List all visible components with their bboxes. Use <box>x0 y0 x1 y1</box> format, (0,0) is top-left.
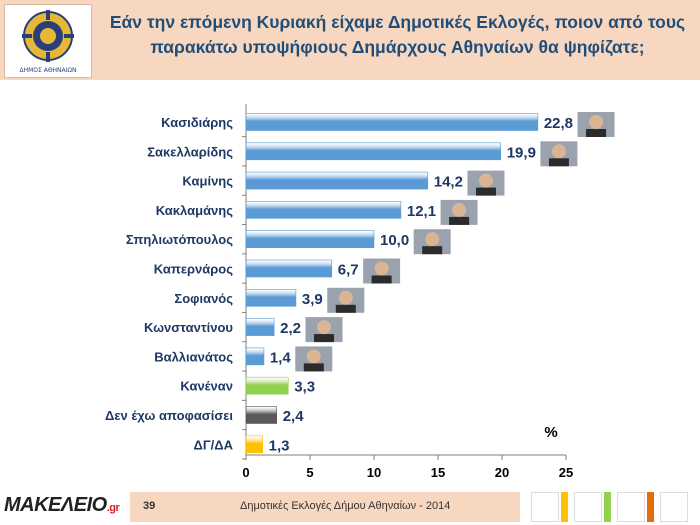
candidate-photo-shoulders <box>548 158 569 167</box>
unit-label: % <box>544 424 557 441</box>
header-band: ΔΗΜΟΣ ΑΘΗΝΑΙΩΝ Εάν την επόμενη Κυριακή ε… <box>0 0 700 80</box>
candidate-photo-face <box>306 349 321 364</box>
footer-band <box>130 492 520 522</box>
category-label: Σπηλιωτόπουλος <box>126 232 233 247</box>
chart-title: Εάν την επόμενη Κυριακή είχαμε Δημοτικές… <box>100 10 695 60</box>
municipality-seal-icon <box>22 10 74 62</box>
brand-main: MAKEΛEIO <box>4 494 107 516</box>
category-label: Καμίνης <box>182 174 233 189</box>
bar <box>245 406 278 424</box>
value-label: 1,4 <box>270 349 292 366</box>
value-label: 22,8 <box>544 115 573 132</box>
bar <box>245 259 333 278</box>
seal-mini-icon <box>531 492 559 522</box>
bar <box>245 288 297 307</box>
value-label: 2,4 <box>283 408 305 425</box>
page-number: 39 <box>143 500 156 512</box>
bar-chart: 0 5 10 15 20 25% Κασιδιάρης 22,8 Σακελλαρίδης 19,… <box>105 104 616 480</box>
category-label: Καπερνάρος <box>154 262 233 277</box>
candidate-photo-shoulders <box>335 304 356 313</box>
bar <box>245 347 265 366</box>
x-tick-label: 25 <box>559 465 573 480</box>
bar <box>245 230 375 248</box>
decor-stripe <box>604 492 611 522</box>
seal-mini-icon <box>660 492 688 522</box>
title-line-1: Εάν την επόμενη Κυριακή είχαμε Δημοτικές… <box>109 12 686 32</box>
category-label: Κακλαμάνης <box>156 203 234 218</box>
candidate-photo-shoulders <box>314 334 335 343</box>
value-label: 10,0 <box>380 232 409 249</box>
x-tick-label: 15 <box>431 465 445 480</box>
candidate-photo-face <box>317 320 332 335</box>
bar <box>245 171 429 190</box>
logo-caption: ΔΗΜΟΣ ΑΘΗΝΑΙΩΝ <box>19 67 77 74</box>
category-label: Σακελλαρίδης <box>147 144 233 159</box>
candidate-photo-face <box>452 202 467 217</box>
athens-municipality-logo: ΔΗΜΟΣ ΑΘΗΝΑΙΩΝ <box>4 4 92 78</box>
bar <box>245 318 275 336</box>
footer: MAKEΛEIO.gr 39 Δημοτικές Εκλογές Δήμου Α… <box>0 489 700 525</box>
bar <box>245 435 263 454</box>
makeleio-brand-logo: MAKEΛEIO.gr <box>4 494 120 517</box>
bar <box>245 113 539 131</box>
seal-mini-icon <box>617 492 645 522</box>
candidate-photo-face <box>478 173 493 188</box>
category-label: ΔΓ/ΔΑ <box>193 437 233 452</box>
candidate-photo-shoulders <box>422 246 443 255</box>
value-label: 19,9 <box>507 144 536 161</box>
category-label: Κανέναν <box>180 379 233 394</box>
category-label: Δεν έχω αποφασίσει <box>105 408 233 423</box>
bar <box>245 376 289 395</box>
decor-stripe <box>561 492 568 522</box>
value-label: 6,7 <box>338 262 359 279</box>
candidate-photo-face <box>374 261 389 276</box>
x-tick-label: 5 <box>306 465 313 480</box>
candidate-photo-face <box>425 232 440 247</box>
value-label: 3,3 <box>294 379 315 396</box>
candidate-photo-face <box>589 115 604 129</box>
title-line-2: παρακάτω υποψήφιους Δημάρχους Αθηναίων θ… <box>150 37 645 57</box>
bar <box>245 201 402 219</box>
seal-mini-icon <box>574 492 602 522</box>
x-tick-label: 10 <box>367 465 381 480</box>
category-label: Κωνσταντίνου <box>144 320 233 335</box>
category-label: Κασιδιάρης <box>161 115 233 130</box>
footer-text: Δημοτικές Εκλογές Δήμου Αθηναίων - 2014 <box>240 500 451 512</box>
candidate-photo-face <box>551 144 566 159</box>
candidate-photo-shoulders <box>303 363 324 372</box>
value-label: 2,2 <box>280 320 301 337</box>
candidate-photo-face <box>338 290 353 305</box>
candidate-photo-shoulders <box>371 275 392 284</box>
value-label: 1,3 <box>269 437 290 454</box>
value-label: 12,1 <box>407 203 436 220</box>
value-label: 14,2 <box>434 174 463 191</box>
value-label: 3,9 <box>302 291 323 308</box>
category-label: Βαλλιανάτος <box>154 349 233 364</box>
category-label: Σοφιανός <box>174 291 233 306</box>
candidate-photo-shoulders <box>475 187 496 196</box>
decor-stripe <box>647 492 654 522</box>
x-tick-label: 20 <box>495 465 509 480</box>
candidate-photo-shoulders <box>449 216 470 225</box>
brand-suffix: .gr <box>106 502 120 514</box>
x-tick-label: 0 <box>242 465 249 480</box>
candidate-photo-shoulders <box>586 129 607 137</box>
bar <box>245 142 502 161</box>
